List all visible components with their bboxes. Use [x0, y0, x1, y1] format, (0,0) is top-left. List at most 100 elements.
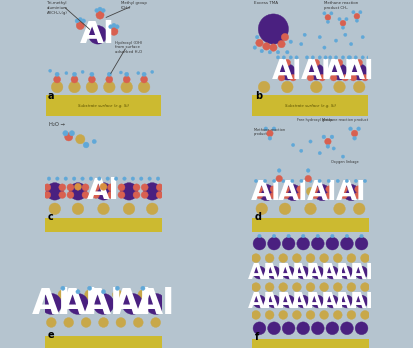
Circle shape [255, 203, 267, 215]
Circle shape [282, 266, 294, 279]
Circle shape [72, 177, 76, 180]
Circle shape [326, 179, 330, 183]
Circle shape [119, 71, 122, 74]
Text: d: d [254, 212, 261, 222]
Text: a: a [48, 90, 54, 101]
Circle shape [325, 192, 332, 199]
Circle shape [324, 138, 330, 145]
Circle shape [156, 177, 159, 180]
Circle shape [354, 192, 361, 199]
Circle shape [64, 177, 67, 180]
Circle shape [304, 203, 316, 215]
Circle shape [334, 39, 337, 42]
Circle shape [258, 81, 269, 93]
Circle shape [323, 56, 326, 59]
Circle shape [284, 184, 301, 201]
Circle shape [354, 186, 361, 192]
Circle shape [81, 19, 85, 23]
Circle shape [61, 286, 65, 290]
Circle shape [281, 81, 292, 93]
Circle shape [115, 286, 119, 290]
Circle shape [311, 295, 323, 308]
Circle shape [87, 286, 91, 290]
Circle shape [351, 130, 357, 137]
Circle shape [92, 191, 99, 198]
Circle shape [317, 35, 320, 39]
Circle shape [118, 184, 125, 191]
Circle shape [262, 43, 269, 50]
Circle shape [106, 76, 112, 83]
Circle shape [67, 184, 74, 191]
Circle shape [55, 177, 59, 180]
Circle shape [329, 12, 332, 15]
Circle shape [311, 192, 318, 199]
Circle shape [103, 81, 115, 93]
Circle shape [131, 177, 134, 180]
Circle shape [120, 183, 138, 200]
Circle shape [349, 42, 352, 46]
Circle shape [256, 192, 262, 199]
Text: Al: Al [305, 292, 329, 311]
Text: Al: Al [113, 287, 152, 321]
Circle shape [330, 234, 333, 238]
Circle shape [251, 254, 260, 262]
Circle shape [271, 127, 275, 130]
Text: f: f [254, 332, 259, 342]
Circle shape [324, 15, 330, 20]
Circle shape [346, 283, 355, 292]
Circle shape [89, 177, 93, 180]
Circle shape [55, 72, 59, 77]
Circle shape [81, 177, 84, 180]
Circle shape [112, 290, 122, 300]
Circle shape [63, 130, 68, 136]
Circle shape [86, 81, 97, 93]
Circle shape [101, 8, 105, 13]
Circle shape [311, 186, 318, 192]
Circle shape [325, 295, 338, 308]
Circle shape [67, 191, 74, 198]
Circle shape [344, 17, 347, 21]
Circle shape [88, 76, 95, 83]
Text: Al: Al [87, 177, 119, 205]
Circle shape [296, 186, 303, 192]
Circle shape [255, 39, 263, 47]
Circle shape [48, 69, 52, 72]
Circle shape [133, 184, 140, 191]
Circle shape [136, 72, 140, 74]
Circle shape [354, 295, 367, 308]
Circle shape [92, 184, 99, 191]
Circle shape [312, 60, 319, 66]
Circle shape [305, 283, 314, 292]
Circle shape [351, 10, 354, 14]
Circle shape [64, 133, 73, 141]
Circle shape [334, 56, 337, 59]
Text: Methane reaction
product: Methane reaction product [253, 128, 284, 136]
Circle shape [318, 74, 325, 81]
Circle shape [46, 318, 56, 327]
Bar [45, 337, 161, 348]
Circle shape [299, 179, 302, 183]
Circle shape [267, 266, 280, 279]
Circle shape [292, 283, 301, 292]
Circle shape [356, 127, 360, 130]
Circle shape [282, 295, 294, 308]
Circle shape [301, 234, 304, 238]
Circle shape [88, 25, 107, 44]
Circle shape [116, 318, 126, 327]
Circle shape [263, 127, 267, 130]
Circle shape [156, 184, 163, 191]
Text: Al: Al [271, 59, 302, 85]
Circle shape [72, 72, 76, 77]
Circle shape [354, 19, 358, 22]
Circle shape [97, 203, 109, 215]
Circle shape [292, 310, 301, 319]
Circle shape [118, 191, 125, 198]
Circle shape [333, 203, 344, 215]
Circle shape [347, 56, 349, 59]
Circle shape [282, 237, 294, 250]
Circle shape [272, 234, 275, 238]
Circle shape [251, 283, 260, 292]
Circle shape [288, 56, 292, 59]
Circle shape [308, 140, 311, 143]
Circle shape [335, 179, 339, 183]
